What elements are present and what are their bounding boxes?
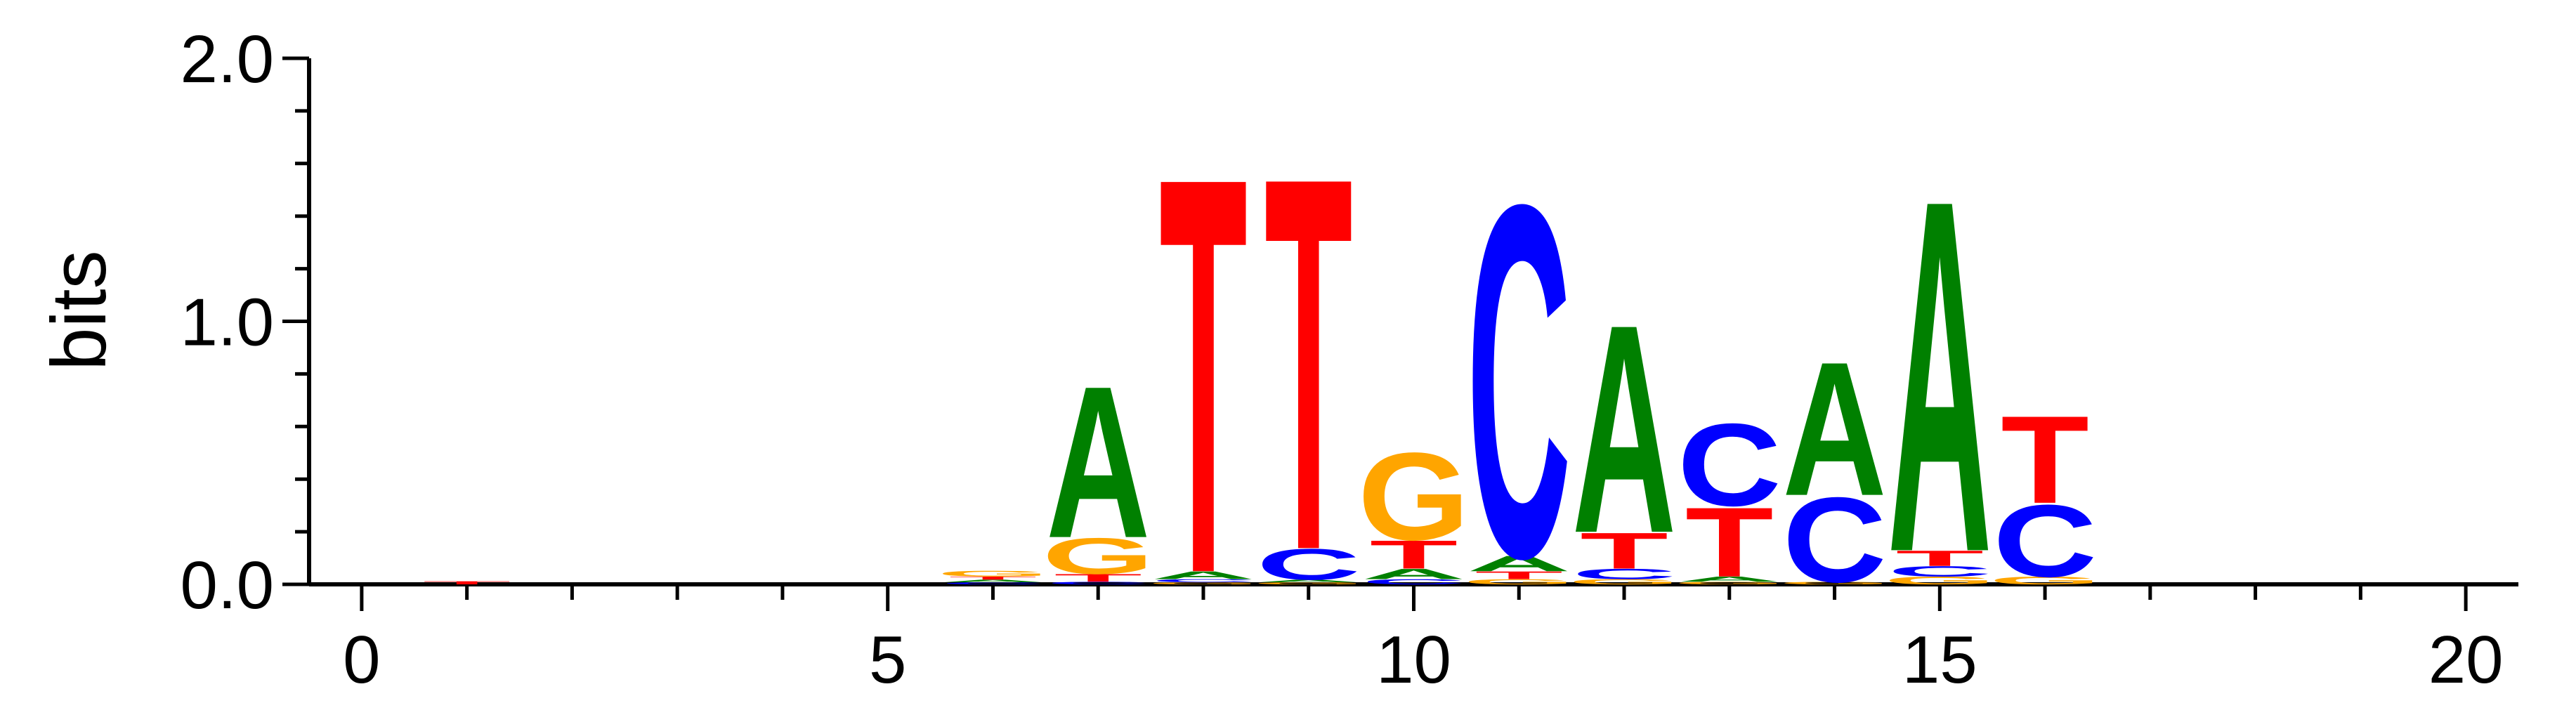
- logo-letter-a: A: [1467, 551, 1571, 576]
- x-tick-label: 20: [2428, 622, 2504, 697]
- y-axis: 0.0 1.0 2.0: [181, 22, 311, 623]
- logo-letter-c: C: [1361, 578, 1465, 586]
- y-tick-label: 1.0: [181, 285, 274, 360]
- logo-letter-c: C: [941, 582, 1045, 585]
- logo-letter-c: C: [1572, 566, 1676, 582]
- logo-letter-t: T: [1475, 569, 1563, 582]
- logo-letter-c: C: [1678, 399, 1781, 531]
- logo-letter-t: T: [1370, 532, 1458, 577]
- logo-letter-t: T: [1896, 546, 1984, 571]
- logo-letter-a: A: [1888, 95, 1992, 657]
- logo-letter-t: T: [1580, 522, 1668, 579]
- logo-letter-g: G: [1042, 527, 1154, 585]
- x-tick-label: 5: [869, 622, 906, 697]
- logo-letter-t: T: [949, 576, 1037, 581]
- logo-letter-t: T: [423, 580, 511, 585]
- logo-letter-t: T: [1685, 487, 1773, 598]
- logo-letter-c: C: [1467, 100, 1571, 662]
- logo-letter-g: G: [1358, 426, 1470, 566]
- logo-letter-a: A: [1782, 323, 1886, 537]
- logo-letter-t: T: [1264, 66, 1352, 662]
- logo-letter-a: A: [1361, 566, 1465, 582]
- logo-letter-t: T: [2001, 390, 2088, 530]
- logo-letter-c: C: [1046, 581, 1150, 585]
- logo-letter-g: G: [1673, 581, 1786, 585]
- logo-letter-c: C: [1151, 578, 1255, 583]
- logo-letter-a: A: [941, 579, 1045, 583]
- logo-letter-g: G: [1463, 578, 1575, 586]
- logo-letter-g: G: [1989, 575, 2101, 587]
- logo-letter-a: A: [1678, 575, 1781, 584]
- logo-letter-g: G: [1253, 582, 1365, 585]
- x-axis: 0 5 10 15 20: [309, 582, 2518, 697]
- logo-letter-a: A: [1572, 263, 1676, 595]
- logo-letter-c: C: [1257, 540, 1361, 589]
- logo-letter-g: G: [1779, 581, 1891, 585]
- logo-letter-t: T: [1159, 59, 1247, 691]
- logo-letter-a: A: [1046, 341, 1150, 584]
- logo-letter-c: C: [1782, 473, 1886, 608]
- logo-letter-t: T: [1054, 572, 1142, 584]
- logo-letter-g: G: [937, 569, 1050, 578]
- logo-letter-a: A: [1151, 569, 1255, 582]
- y-tick-label: 0.0: [181, 548, 274, 623]
- x-tick-label: 10: [1376, 622, 1451, 697]
- x-tick-label: 0: [343, 622, 380, 697]
- logo-letter-g: G: [1883, 575, 1996, 587]
- y-axis-label: bits: [36, 250, 122, 370]
- logo-letter-g: G: [1147, 582, 1260, 585]
- logo-letter-c: C: [1993, 484, 2097, 598]
- x-tick-label: 15: [1902, 622, 1977, 697]
- logo-letter-c: C: [1888, 563, 1992, 579]
- logo-letter-g: G: [1568, 578, 1680, 586]
- logo-letter-a: A: [1257, 579, 1361, 583]
- y-tick-label: 2.0: [181, 22, 274, 97]
